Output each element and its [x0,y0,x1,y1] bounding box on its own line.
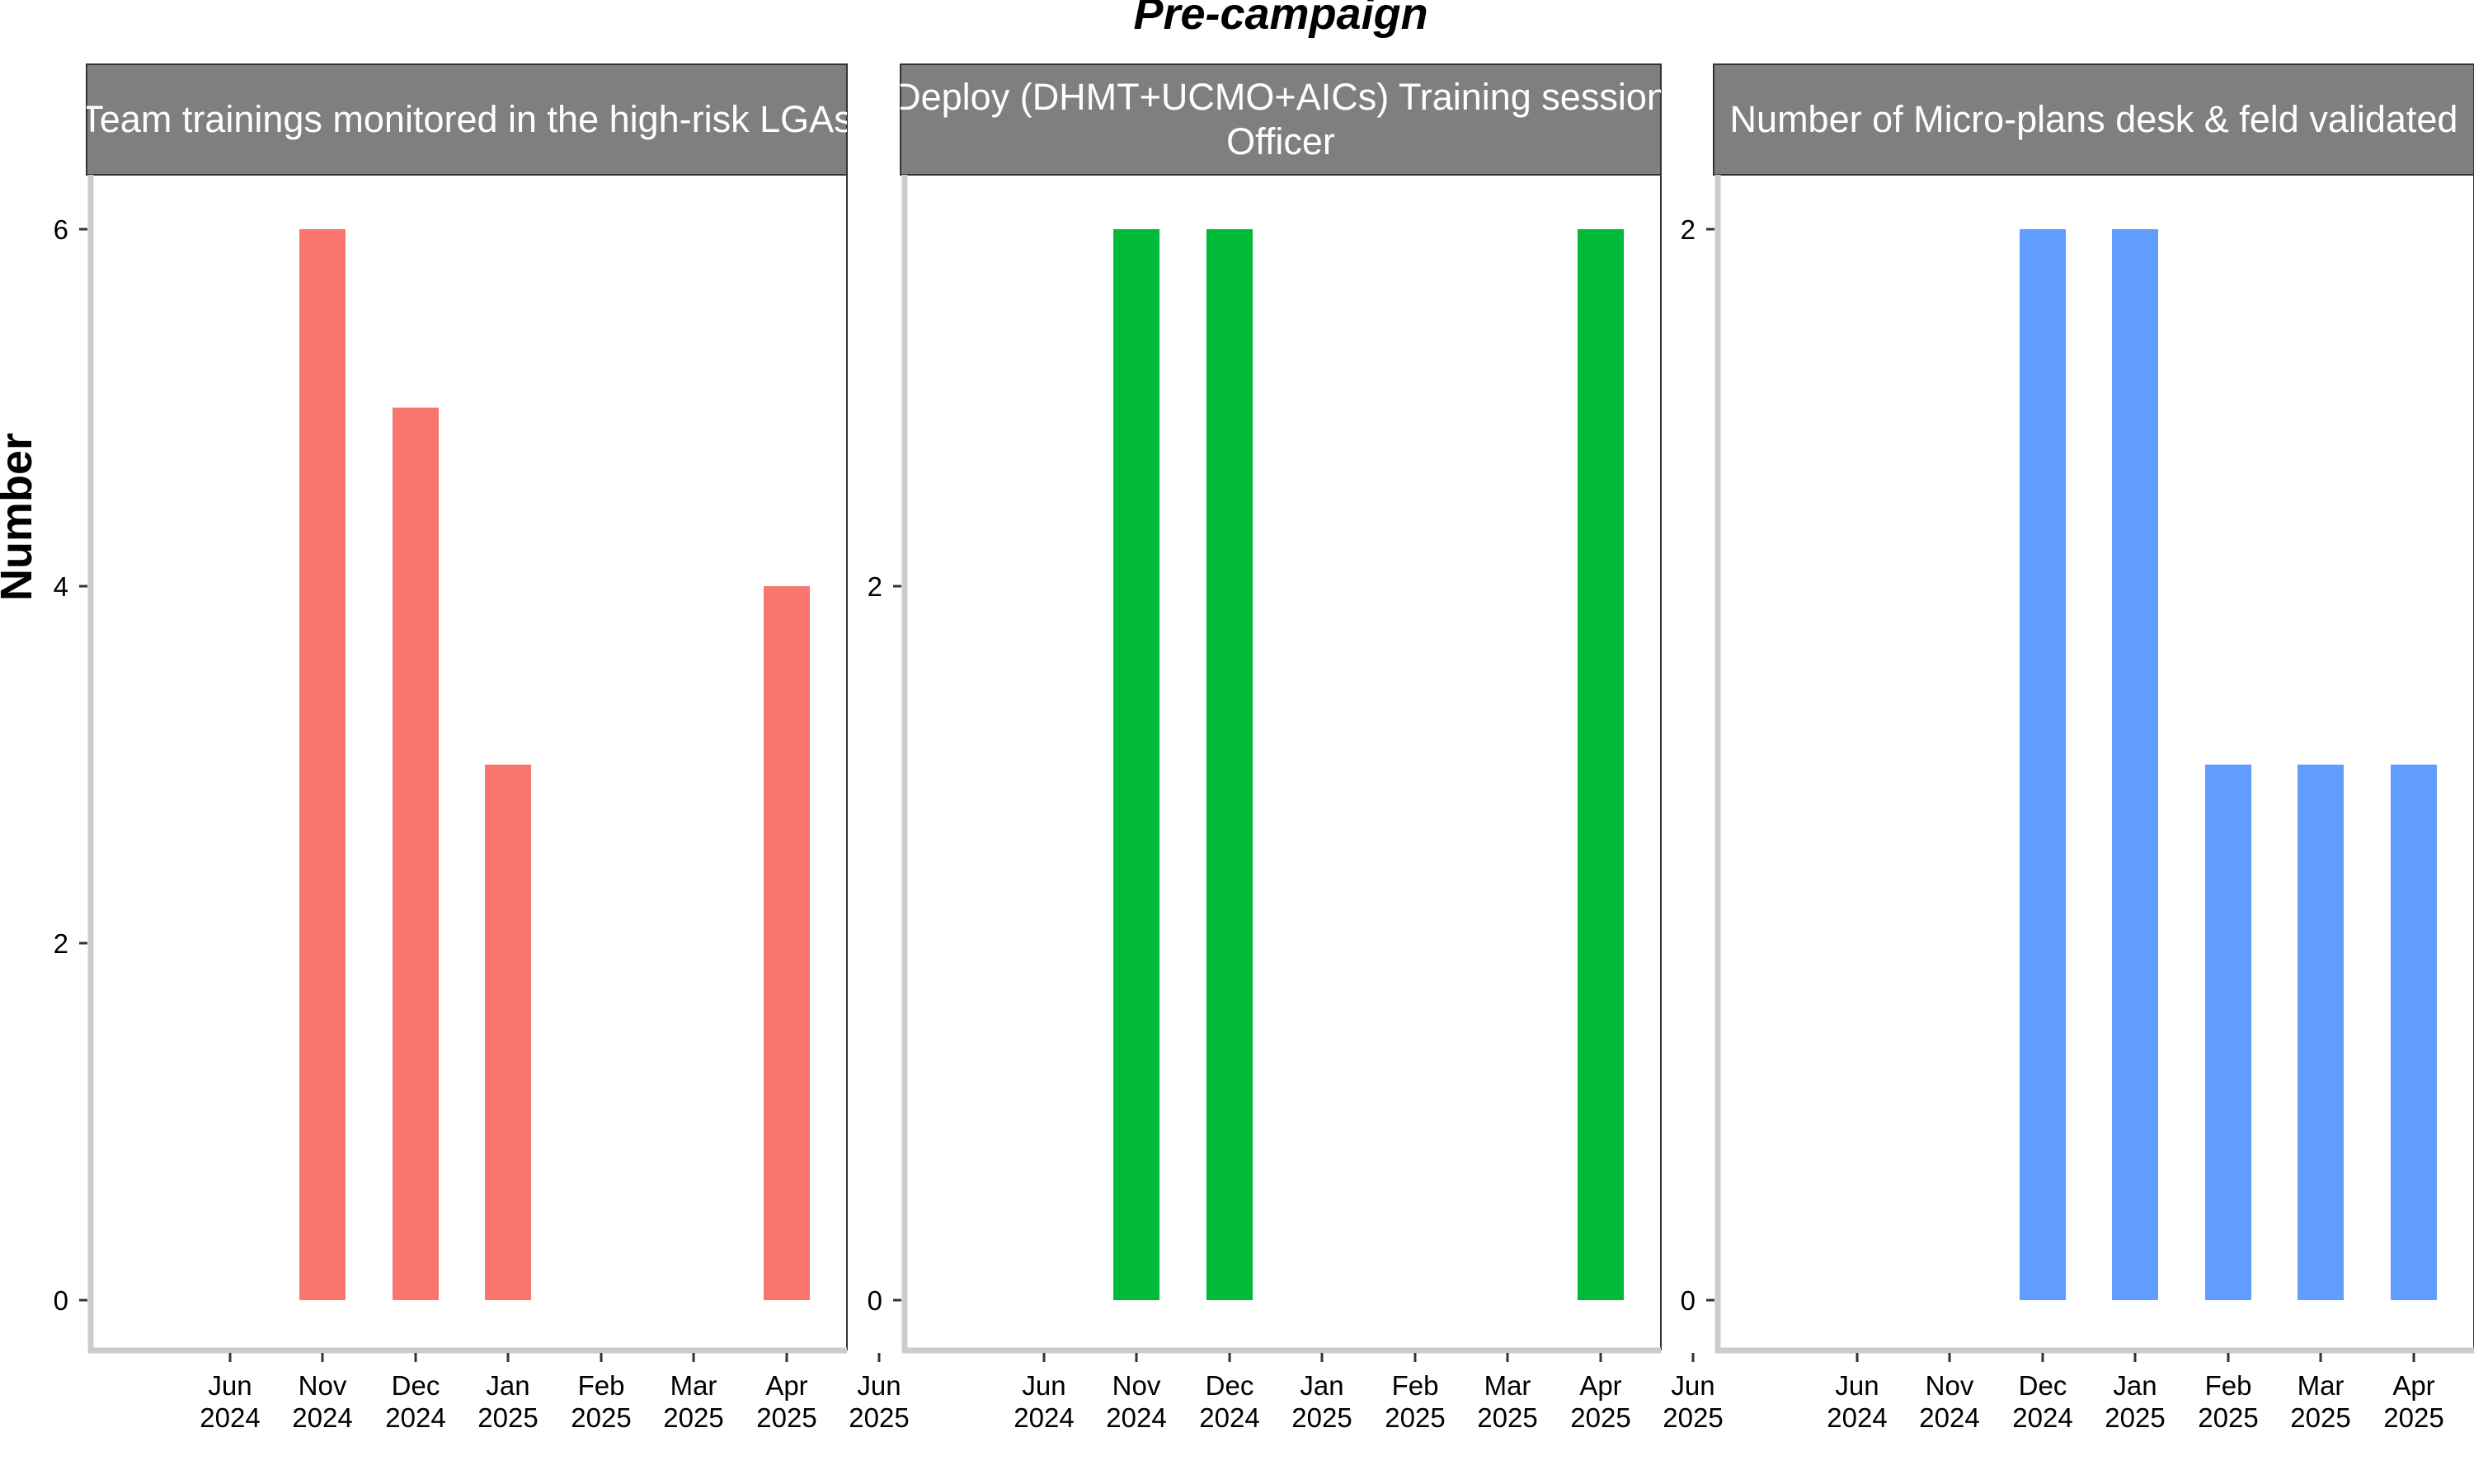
x-tick-label-year: 2024 [1827,1402,1887,1433]
x-tick-label-month: Nov [299,1370,347,1401]
x-tick-label-month: Feb [578,1370,625,1401]
facet-panel-2: Deploy (DHMT+UCMO+AICs) Training session… [868,63,1724,1433]
x-tick-label-year: 2024 [1199,1402,1259,1433]
x-tick-label-year: 2025 [2290,1402,2350,1433]
x-tick-label-month: Mar [670,1370,717,1401]
x-tick-label-year: 2025 [1385,1402,1445,1433]
y-axis-label: Number [0,433,41,601]
x-tick-label-year: 2025 [1570,1402,1630,1433]
panels: Team trainings monitored in the high-ris… [54,63,2474,1433]
x-tick-label-month: Jun [1835,1370,1879,1401]
bar [1578,229,1624,1300]
facet-panel-1: Team trainings monitored in the high-ris… [54,63,910,1433]
facet-strip [1713,63,2474,176]
x-tick-label-year: 2024 [2012,1402,2072,1433]
x-tick-label-month: Jun [208,1370,252,1401]
bar [2205,764,2251,1300]
y-tick-label: 2 [1681,214,1696,245]
x-tick-label-year: 2025 [1291,1402,1352,1433]
x-tick-label-year: 2025 [1477,1402,1537,1433]
facet-strip-label: Team trainings monitored in the high-ris… [81,98,852,140]
x-tick-label-month: Dec [2019,1370,2067,1401]
bar [393,407,439,1300]
chart-title: Pre-campaign [1133,0,1427,39]
x-tick-label-month: Jun [1671,1370,1714,1401]
x-tick-label-year: 2025 [663,1402,723,1433]
facet-strip-label-group: Number of Micro-plans desk & feld valida… [1730,98,2458,140]
y-tick-label: 0 [1681,1285,1696,1316]
facet-strip [86,63,848,176]
x-tick-label-year: 2024 [385,1402,445,1433]
bar [485,764,531,1300]
y-tick-label: 2 [868,571,882,602]
x-tick-label-month: Apr [2392,1370,2434,1401]
y-tick-label: 4 [54,571,68,602]
x-tick-label-year: 2025 [2198,1402,2258,1433]
x-tick-label-month: Apr [765,1370,807,1401]
x-tick-label-year: 2024 [292,1402,352,1433]
x-tick-label-year: 2025 [477,1402,538,1433]
x-tick-label-year: 2025 [2383,1402,2443,1433]
facet-strip-label-group: Team trainings monitored in the high-ris… [81,98,852,140]
x-tick-label-year: 2025 [849,1402,909,1433]
x-tick-label-year: 2025 [756,1402,816,1433]
x-tick-label-month: Nov [1112,1370,1161,1401]
x-tick-label-month: Dec [1206,1370,1254,1401]
x-tick-label-month: Dec [392,1370,440,1401]
y-tick-label: 0 [54,1285,68,1316]
x-tick-label-month: Nov [1926,1370,1974,1401]
x-tick-label-year: 2025 [2105,1402,2165,1433]
bar [1113,229,1159,1300]
bar [764,586,810,1300]
x-tick-label-year: 2024 [200,1402,260,1433]
facet-strip-label-group: Deploy (DHMT+UCMO+AICs) Training session… [894,76,1667,162]
x-tick-label-month: Feb [1392,1370,1439,1401]
bar [299,229,346,1300]
x-tick-label-month: Feb [2205,1370,2252,1401]
x-tick-label-month: Jan [2113,1370,2157,1401]
facet-strip-label: Deploy (DHMT+UCMO+AICs) Training session [894,76,1667,118]
y-tick-label: 0 [868,1285,882,1316]
y-tick-label: 2 [54,928,68,959]
bar [2298,764,2344,1300]
x-tick-label-year: 2024 [1106,1402,1166,1433]
x-tick-label-year: 2024 [1014,1402,1074,1433]
x-tick-label-month: Jan [1300,1370,1343,1401]
bar [2020,229,2066,1300]
x-tick-label-year: 2025 [1663,1402,1723,1433]
y-tick-label: 6 [54,214,68,245]
x-tick-label-month: Mar [1484,1370,1531,1401]
facet-panel-3: Number of Micro-plans desk & feld valida… [1681,63,2474,1433]
facet-strip-label: Officer [1226,120,1335,162]
x-tick-label-year: 2024 [1919,1402,1979,1433]
x-tick-label-month: Apr [1579,1370,1621,1401]
bar [1206,229,1253,1300]
x-tick-label-year: 2025 [571,1402,631,1433]
x-tick-label-month: Jun [857,1370,901,1401]
x-tick-label-month: Jun [1022,1370,1065,1401]
x-tick-label-month: Jan [486,1370,529,1401]
facet-strip-label: Number of Micro-plans desk & feld valida… [1730,98,2458,140]
bar [2391,764,2437,1300]
bar [2112,229,2158,1300]
x-tick-label-month: Mar [2298,1370,2345,1401]
